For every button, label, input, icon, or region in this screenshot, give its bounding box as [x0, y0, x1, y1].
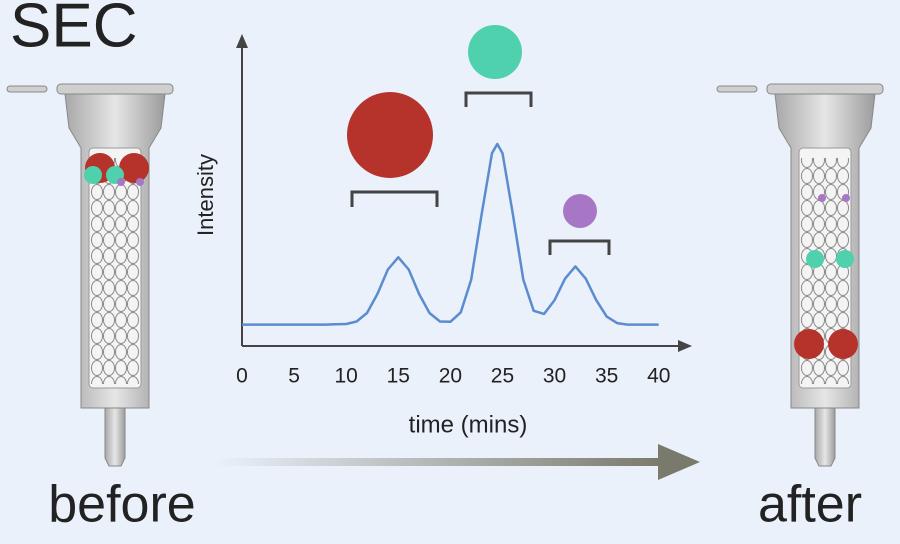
- medium-particle: [836, 250, 854, 268]
- x-tick-label: 0: [236, 365, 248, 388]
- x-tick-label: 5: [288, 365, 300, 388]
- large-particle: [119, 153, 149, 183]
- x-tick-label: 35: [595, 365, 618, 388]
- large-particle: [347, 92, 433, 178]
- bracket: [464, 91, 533, 107]
- small-particle: [117, 178, 125, 186]
- medium-particle: [468, 25, 522, 79]
- process-arrowhead: [658, 444, 700, 480]
- small-particle: [842, 194, 850, 202]
- bracket: [548, 239, 611, 255]
- after-label: after: [758, 476, 862, 534]
- small-particle: [563, 194, 597, 228]
- y-axis-label: Intensity: [193, 154, 218, 236]
- large-particle: [794, 329, 824, 359]
- small-particle: [136, 178, 144, 186]
- bracket: [350, 190, 439, 207]
- title: SEC: [10, 0, 137, 60]
- x-tick-label: 20: [439, 365, 462, 388]
- column-after: [716, 83, 884, 467]
- x-axis-label: time (mins): [409, 411, 528, 438]
- small-particle: [818, 194, 826, 202]
- medium-particle: [806, 250, 824, 268]
- before-label: before: [48, 476, 195, 534]
- process-arrow: [215, 458, 660, 466]
- large-particle: [828, 329, 858, 359]
- x-axis-arrow: [678, 340, 692, 352]
- column-before: [6, 83, 174, 467]
- medium-particle: [84, 166, 102, 184]
- x-tick-label: 10: [335, 365, 358, 388]
- intensity-line: [242, 142, 659, 326]
- x-tick-label: 30: [543, 365, 566, 388]
- x-tick-label: 25: [491, 365, 514, 388]
- x-tick-label: 40: [647, 365, 670, 388]
- y-axis-arrow: [236, 34, 248, 48]
- x-tick-label: 15: [387, 365, 410, 388]
